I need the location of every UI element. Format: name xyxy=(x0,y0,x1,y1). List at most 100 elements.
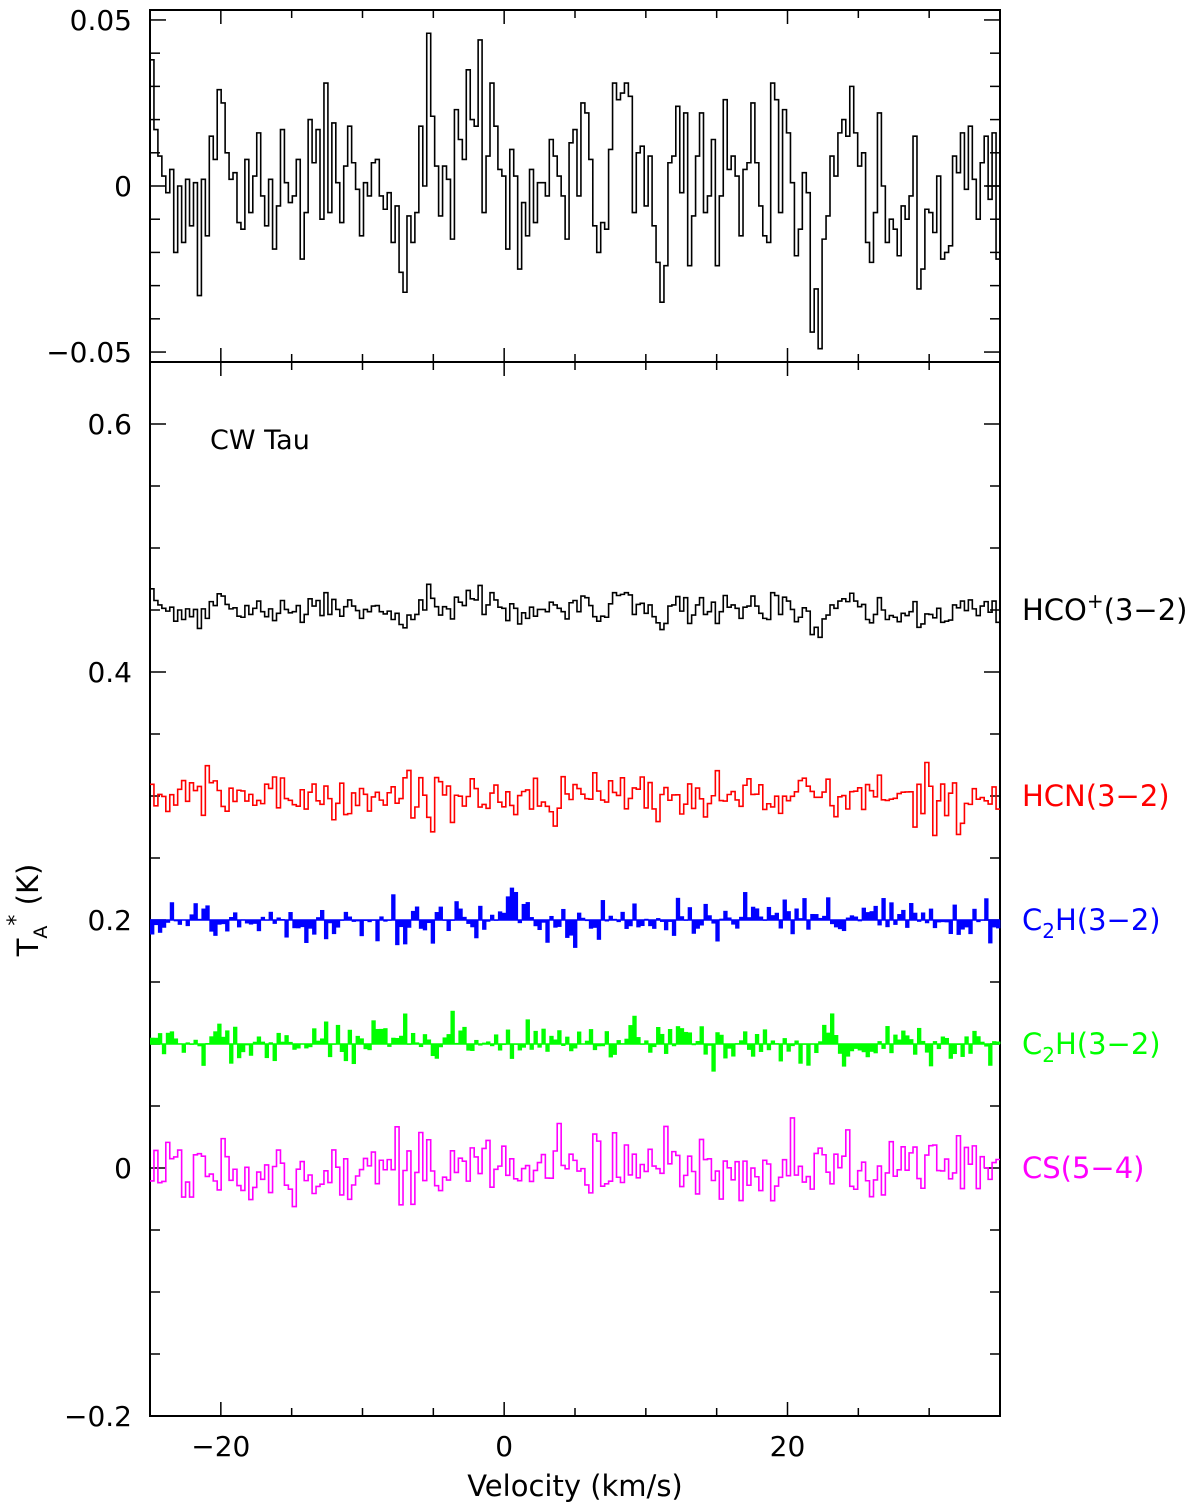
spectrum-bin xyxy=(889,902,894,920)
spectrum-bin xyxy=(861,1044,866,1053)
spectrum-bin xyxy=(802,898,807,920)
spectrum-bin xyxy=(656,1027,661,1044)
spectrum-bin xyxy=(573,1044,578,1049)
spectrum-bin xyxy=(893,920,898,925)
spectrum-bin xyxy=(414,1042,420,1044)
spectrum-bin xyxy=(952,1044,957,1055)
spectrum-bin xyxy=(410,1032,416,1044)
spectrum-bin xyxy=(648,920,653,927)
spectrum-bin xyxy=(497,1044,503,1051)
y-tick-label: 0 xyxy=(114,1152,132,1185)
y-tick-label: 0 xyxy=(114,170,132,203)
spectrum-bin xyxy=(434,1044,440,1059)
spectrum-bin xyxy=(541,1028,546,1044)
spectrum-bin xyxy=(928,1044,934,1067)
spectrum-bin xyxy=(549,915,554,920)
spectrum-bin xyxy=(679,916,685,920)
y-tick-label: −0.2 xyxy=(64,1400,132,1433)
spectrum-bin xyxy=(980,1041,985,1044)
spectrum-bin xyxy=(853,1044,859,1049)
spectrum-bin xyxy=(169,902,175,920)
spectrum-bin xyxy=(960,920,965,930)
spectrum-bin xyxy=(221,920,226,925)
spectrum-bin xyxy=(209,920,214,932)
spectrum-bin xyxy=(501,912,507,920)
spectrum-bin xyxy=(359,920,364,937)
spectrum-bin xyxy=(786,1044,791,1052)
spectrum-bin xyxy=(343,1044,349,1062)
spectrum-bin xyxy=(529,917,534,920)
spectrum-bin xyxy=(996,920,1001,929)
series-label: CS(5−4) xyxy=(1022,1151,1145,1185)
spectrum-bin xyxy=(173,1038,179,1044)
y-tick-label: 0.6 xyxy=(87,408,132,441)
spectrum-bin xyxy=(992,920,997,928)
spectrum-bin xyxy=(201,1044,206,1066)
spectrum-bin xyxy=(592,1044,598,1051)
spectrum-bin xyxy=(592,920,598,928)
spectrum-bin xyxy=(466,920,471,924)
spectrum-bin xyxy=(932,920,938,929)
spectrum-bin xyxy=(569,920,574,936)
spectrum-bin xyxy=(818,1041,823,1044)
spectrum-bin xyxy=(818,917,823,920)
spectrum-bin xyxy=(782,1038,787,1044)
bottom-panel-spectra: −20 0 20 −0.2 0 0.2 0.4 0.6 CW Tau HCO+(3−2) HCN… xyxy=(64,361,1187,1463)
spectrum-bin xyxy=(296,920,301,929)
spectrum-bin xyxy=(331,920,337,935)
spectrum-bin xyxy=(454,901,459,920)
spectrum-bin xyxy=(833,1035,839,1044)
spectrum-bin xyxy=(837,1044,843,1054)
spectrum-bin xyxy=(355,1035,360,1044)
spectrum-bin xyxy=(984,1044,989,1047)
spectrum-bin xyxy=(256,920,262,932)
spectrum-bin xyxy=(165,920,171,923)
spectrum-bin xyxy=(992,1041,997,1044)
spectrum-bin xyxy=(889,1044,894,1054)
spectrum-bin xyxy=(897,1039,902,1044)
spectrum-bin xyxy=(292,920,297,929)
spectrum-bin xyxy=(150,1037,155,1044)
spectrum-bin xyxy=(320,909,325,920)
spectrum-bin xyxy=(660,920,665,922)
spectrum-bin xyxy=(660,1033,665,1044)
spectrum-bin xyxy=(822,915,827,920)
spectrum-bin xyxy=(260,916,266,920)
spectrum-bin xyxy=(754,1034,760,1044)
spectrum-bin xyxy=(988,920,993,944)
spectrum-bin xyxy=(632,1015,637,1044)
spectrum-bin xyxy=(497,911,503,920)
spectrum-bin xyxy=(316,917,321,920)
spectrum-bin xyxy=(628,1025,633,1044)
spectrum-bin xyxy=(383,920,388,922)
spectrum-bin xyxy=(327,1044,333,1058)
y-axis-title: TA* (K) xyxy=(4,864,52,958)
spectrum-bin xyxy=(308,1044,313,1048)
spectrum-bin xyxy=(596,1044,602,1047)
spectrum-bin xyxy=(877,920,882,926)
spectrum-bin xyxy=(758,916,764,920)
spectrum-bin xyxy=(533,1030,538,1044)
spectrum-bin xyxy=(529,1044,534,1050)
spectrum-bin xyxy=(474,1039,479,1044)
spectrum-bin xyxy=(312,1028,317,1044)
spectrum-bin xyxy=(885,1026,890,1044)
spectrum-bin xyxy=(462,916,467,920)
spectrum-bin xyxy=(636,920,641,928)
spectrum-bin xyxy=(996,1041,1001,1044)
spectrum-bin xyxy=(924,1044,930,1053)
spectrum-bin xyxy=(375,920,380,942)
bottom-panel-frame xyxy=(149,361,1001,1417)
spectrum-bin xyxy=(233,912,238,920)
spectrum-bin xyxy=(830,1013,835,1044)
spectrum-bin xyxy=(924,920,930,924)
spectrum-bin xyxy=(762,1029,768,1044)
spectrum-bin xyxy=(509,1044,515,1059)
spectrum-bin xyxy=(837,920,843,930)
spectrum-bin xyxy=(707,1044,712,1046)
spectrum-bin xyxy=(422,1034,428,1044)
spectrum-bin xyxy=(312,920,317,935)
spectrum-bin xyxy=(240,1044,246,1053)
spectrum-bin xyxy=(347,916,353,920)
